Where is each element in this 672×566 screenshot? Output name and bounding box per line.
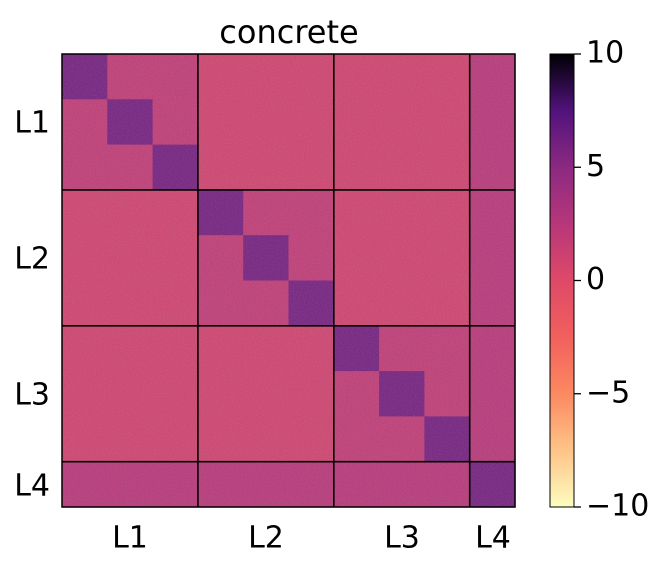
colorbar-tick-label: −5 xyxy=(586,375,630,410)
column-tick-label: L3 xyxy=(384,521,420,556)
row-tick-labels: L1 L2 L3 L4 xyxy=(14,106,50,504)
colorbar xyxy=(549,53,575,508)
colorbar-tick-label: −10 xyxy=(586,489,649,524)
colorbar-tick-label: 10 xyxy=(586,36,624,71)
row-tick-label: L4 xyxy=(14,469,50,504)
row-tick-label: L2 xyxy=(14,242,50,277)
column-tick-label: L2 xyxy=(248,521,284,556)
column-tick-label: L4 xyxy=(475,521,511,556)
column-tick-labels: L1 L2 L3 L4 xyxy=(112,521,511,556)
row-tick-label: L3 xyxy=(14,378,50,413)
group-separators xyxy=(62,54,515,507)
colorbar-ticks: −10 −5 0 5 10 xyxy=(574,36,649,524)
row-tick-label: L1 xyxy=(14,106,50,141)
heatmap-texture xyxy=(62,54,515,507)
colorbar-tick-label: 0 xyxy=(586,262,605,297)
column-tick-label: L1 xyxy=(112,521,148,556)
colorbar-tick-label: 5 xyxy=(586,149,605,184)
heatmap-frame xyxy=(61,53,516,508)
chart-title: concrete xyxy=(219,13,358,51)
